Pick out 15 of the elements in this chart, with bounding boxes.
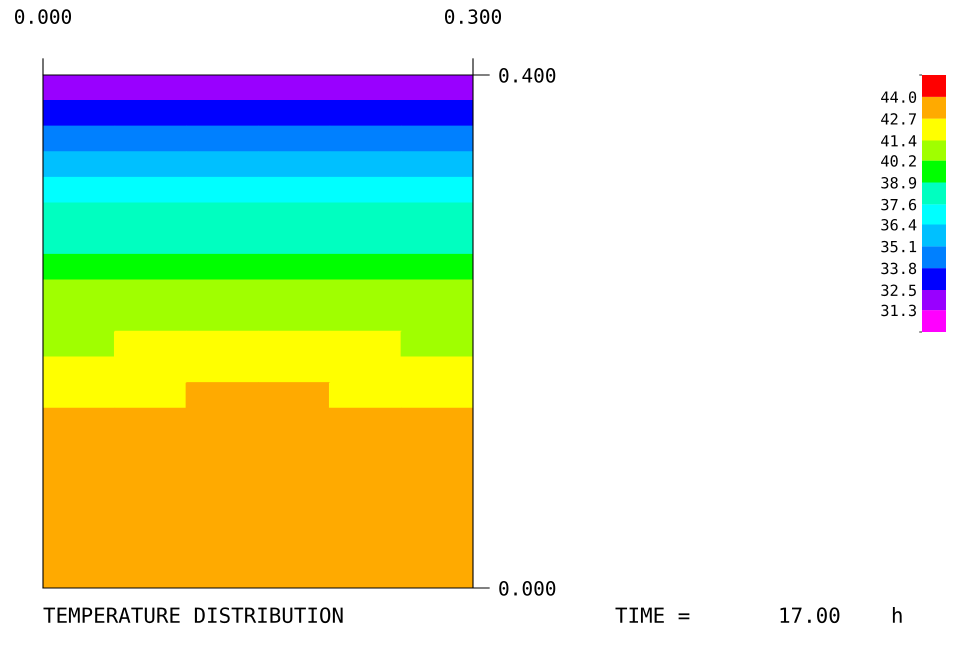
color-bar-label: 42.7 bbox=[881, 113, 916, 125]
text: TIME = 17.00 h bbox=[615, 606, 902, 624]
text: TEMPERATURE DISTRIBUTION bbox=[43, 607, 343, 624]
color-bar-label: 31.3 bbox=[881, 304, 916, 316]
y-tick-label: 0.400 bbox=[499, 68, 556, 83]
color-bar-label: 32.5 bbox=[881, 284, 916, 296]
color-bar-label: 33.8 bbox=[881, 262, 916, 274]
color-bar-label: 40.2 bbox=[881, 155, 916, 167]
color-bar-label: 37.6 bbox=[881, 198, 916, 210]
color-bar-label: 38.9 bbox=[881, 177, 916, 189]
color-bar-label: 36.4 bbox=[881, 219, 916, 231]
color-bar-label: 35.1 bbox=[881, 240, 916, 252]
color-bar-label: 44.0 bbox=[881, 91, 916, 103]
x-tick-label: 0.300 bbox=[445, 9, 502, 24]
color-bar-label: 41.4 bbox=[881, 135, 916, 146]
